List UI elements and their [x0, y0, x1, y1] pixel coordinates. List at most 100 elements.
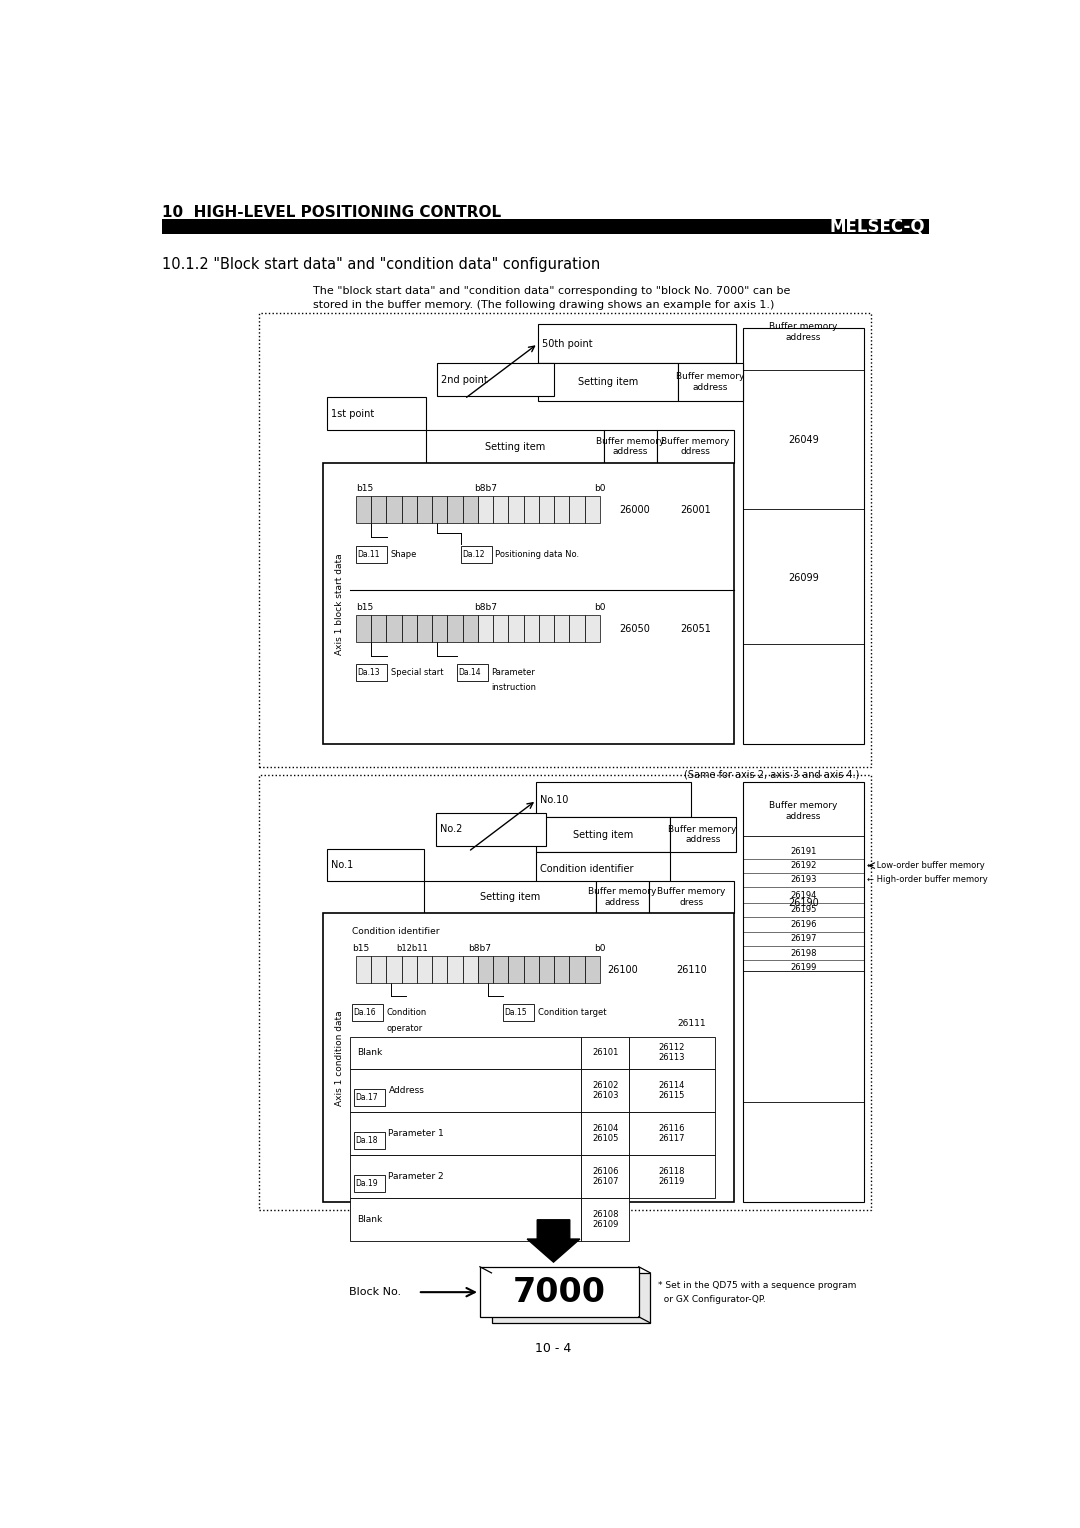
Text: Block No.: Block No.: [349, 1287, 402, 1297]
Bar: [353, 1089, 384, 1106]
Bar: [350, 1112, 581, 1155]
Text: No.2: No.2: [440, 825, 462, 834]
Text: (Same for axis 2, axis 3 and axis 4.): (Same for axis 2, axis 3 and axis 4.): [685, 770, 860, 779]
Bar: [462, 955, 478, 983]
Text: Condition target: Condition target: [538, 1008, 607, 1018]
Bar: [584, 497, 600, 523]
Text: Da.14: Da.14: [458, 668, 481, 677]
Bar: [259, 313, 872, 767]
Bar: [554, 497, 569, 523]
Text: b12b11: b12b11: [396, 944, 429, 953]
Text: Da.16: Da.16: [353, 1008, 376, 1018]
Bar: [584, 955, 600, 983]
Text: The "block start data" and "condition data" corresponding to "block No. 7000" ca: The "block start data" and "condition da…: [313, 286, 791, 296]
FancyArrow shape: [527, 1219, 580, 1262]
Text: 26106
26107: 26106 26107: [592, 1167, 619, 1186]
Text: No.1: No.1: [332, 860, 353, 869]
Text: Parameter: Parameter: [491, 668, 536, 677]
Bar: [581, 1155, 630, 1198]
Bar: [372, 616, 387, 642]
Text: Blank: Blank: [356, 1048, 382, 1057]
Text: 26050: 26050: [620, 625, 650, 634]
Bar: [350, 1036, 581, 1070]
Bar: [457, 663, 488, 681]
Bar: [554, 955, 569, 983]
Text: b15: b15: [352, 944, 369, 953]
Bar: [537, 817, 670, 851]
Text: 26099: 26099: [788, 573, 819, 584]
Text: 26190: 26190: [788, 898, 819, 908]
Bar: [569, 497, 584, 523]
Text: 10  HIGH-LEVEL POSITIONING CONTROL: 10 HIGH-LEVEL POSITIONING CONTROL: [162, 205, 501, 220]
Bar: [435, 813, 545, 845]
Bar: [323, 463, 734, 744]
Text: 26001: 26001: [680, 504, 711, 515]
Bar: [402, 616, 417, 642]
Text: Buffer memory
address: Buffer memory address: [589, 888, 657, 906]
Text: 26101: 26101: [592, 1048, 619, 1057]
Bar: [539, 497, 554, 523]
Bar: [417, 497, 432, 523]
Bar: [537, 782, 691, 817]
Bar: [356, 663, 387, 681]
Bar: [657, 429, 734, 463]
Bar: [356, 497, 372, 523]
Text: 26111: 26111: [677, 1019, 705, 1028]
Bar: [509, 497, 524, 523]
Text: 26198: 26198: [791, 949, 816, 958]
Text: Condition identifier: Condition identifier: [540, 865, 634, 874]
Text: Buffer memory
address: Buffer memory address: [676, 373, 744, 391]
Bar: [327, 848, 424, 882]
Text: Condition identifier: Condition identifier: [352, 926, 440, 935]
Text: 26191: 26191: [791, 847, 816, 856]
Text: Buffer memory
ddress: Buffer memory ddress: [661, 437, 729, 457]
Bar: [437, 362, 554, 396]
Bar: [537, 851, 670, 886]
Text: Da.12: Da.12: [462, 550, 485, 559]
Text: stored in the buffer memory. (The following drawing shows an example for axis 1.: stored in the buffer memory. (The follow…: [313, 299, 774, 310]
Text: Da.18: Da.18: [355, 1135, 378, 1144]
Bar: [402, 497, 417, 523]
Text: Buffer memory
dress: Buffer memory dress: [658, 888, 726, 906]
Bar: [604, 429, 657, 463]
Bar: [524, 616, 539, 642]
Text: Setting item: Setting item: [573, 830, 633, 840]
Text: b15: b15: [356, 484, 373, 492]
Bar: [524, 955, 539, 983]
Text: 26108
26109: 26108 26109: [592, 1210, 619, 1230]
Bar: [569, 955, 584, 983]
Bar: [630, 1112, 715, 1155]
Bar: [569, 616, 584, 642]
Text: 7000: 7000: [512, 1276, 606, 1308]
Bar: [447, 955, 462, 983]
Bar: [670, 817, 735, 851]
Text: Buffer memory
address: Buffer memory address: [596, 437, 664, 457]
Text: 26195: 26195: [791, 905, 816, 914]
Text: ← Low-order buffer memory: ← Low-order buffer memory: [867, 862, 985, 869]
Text: b8b7: b8b7: [474, 604, 497, 613]
Bar: [350, 1155, 581, 1198]
Text: instruction: instruction: [491, 683, 537, 692]
Bar: [581, 1198, 630, 1241]
Text: Blank: Blank: [356, 1215, 382, 1224]
Text: 26194: 26194: [791, 891, 816, 900]
Text: Axis 1 condition data: Axis 1 condition data: [335, 1010, 343, 1106]
Bar: [478, 497, 494, 523]
Bar: [743, 782, 864, 1203]
Text: Da.19: Da.19: [355, 1180, 378, 1189]
Bar: [478, 955, 494, 983]
Bar: [356, 545, 387, 562]
Bar: [460, 545, 491, 562]
Bar: [162, 219, 930, 234]
Bar: [677, 362, 743, 402]
Bar: [509, 955, 524, 983]
Text: 50th point: 50th point: [542, 339, 593, 348]
Bar: [350, 1070, 581, 1112]
Bar: [596, 882, 649, 914]
Bar: [491, 1273, 650, 1323]
Text: b0: b0: [595, 484, 606, 492]
Text: 26112
26113: 26112 26113: [659, 1044, 686, 1062]
Bar: [402, 955, 417, 983]
Bar: [539, 955, 554, 983]
Bar: [424, 882, 596, 914]
